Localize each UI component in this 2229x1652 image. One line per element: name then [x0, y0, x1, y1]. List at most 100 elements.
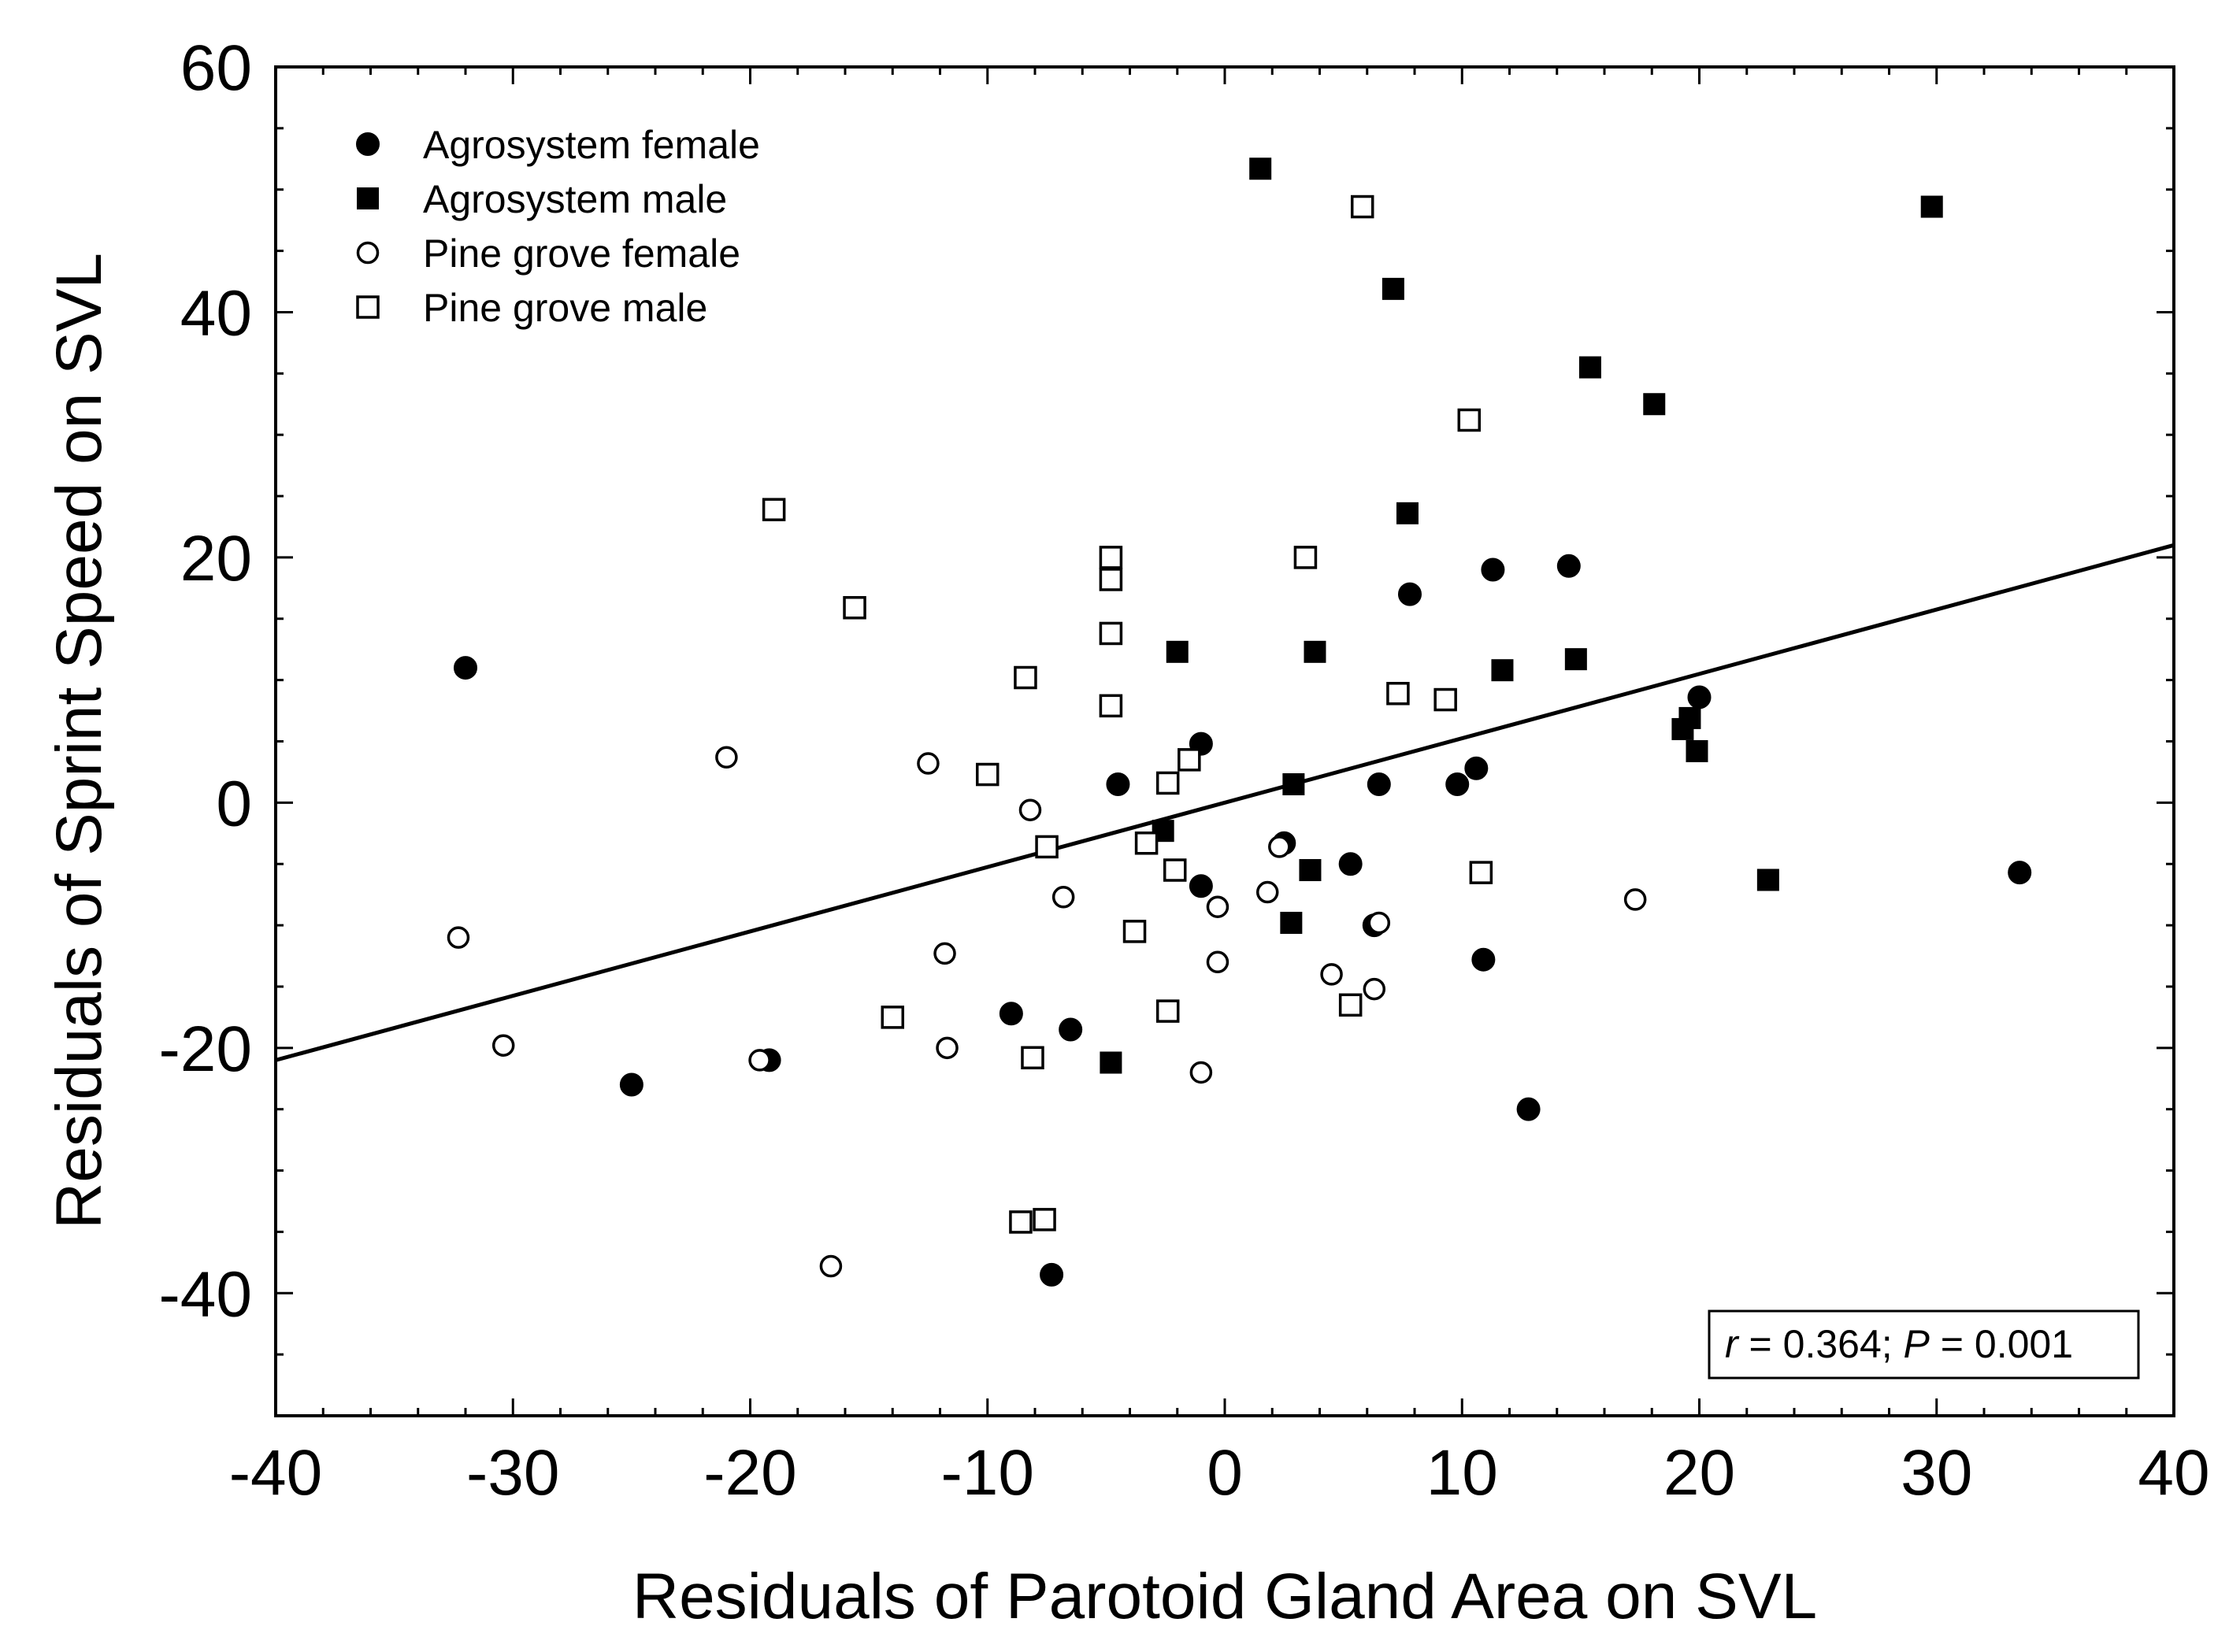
point-agrosystem-male [1756, 869, 1779, 891]
y-tick-label: 40 [180, 277, 252, 349]
point-pine-grove-male [1469, 861, 1493, 884]
point-agrosystem-male [1396, 502, 1419, 524]
point-pine-grove-female [715, 746, 738, 769]
point-agrosystem-male [1249, 157, 1272, 180]
point-agrosystem-male [1304, 640, 1326, 663]
point-pine-grove-male [1457, 408, 1482, 432]
point-agrosystem-male [1564, 648, 1587, 671]
point-pine-grove-female [1623, 888, 1647, 911]
point-pine-grove-male [1350, 194, 1374, 219]
point-pine-grove-male [1099, 621, 1123, 646]
x-tick-label: -30 [466, 1437, 560, 1509]
x-tick-label: 0 [1207, 1437, 1243, 1509]
legend-label-agrosystem-female: Agrosystem female [423, 123, 760, 167]
legend-label-agrosystem-male: Agrosystem male [423, 177, 727, 221]
point-pine-grove-male [1178, 748, 1201, 772]
point-agrosystem-female [999, 1002, 1023, 1026]
point-pine-grove-female [1268, 835, 1291, 858]
point-pine-grove-male [1155, 771, 1180, 795]
point-pine-grove-male [843, 596, 866, 620]
point-pine-grove-female [491, 1034, 515, 1057]
x-tick-label: -20 [703, 1437, 797, 1509]
point-pine-grove-male [1338, 993, 1363, 1017]
point-agrosystem-female [1367, 772, 1391, 797]
point-agrosystem-male [1578, 356, 1601, 379]
point-agrosystem-female [1481, 557, 1505, 582]
point-agrosystem-male [1299, 859, 1322, 882]
y-tick-label: 20 [180, 523, 252, 594]
point-pine-grove-male [762, 498, 786, 521]
point-pine-grove-male [1035, 835, 1059, 859]
point-pine-grove-male [1099, 546, 1123, 569]
point-pine-grove-male [1099, 694, 1123, 718]
point-agrosystem-female [1397, 582, 1422, 606]
x-tick-label: 30 [1901, 1437, 1972, 1509]
point-agrosystem-male [1280, 911, 1303, 934]
point-pine-grove-male [1021, 1046, 1044, 1070]
y-axis-title: Residuals of Sprint Speed on SVL [43, 253, 115, 1229]
legend-marker-agrosystem-male [357, 187, 379, 209]
stats-p-symbol: P [1904, 1322, 1930, 1366]
point-pine-grove-male [1122, 920, 1147, 943]
legend-marker-pine-grove-male [356, 295, 380, 319]
point-pine-grove-female [1320, 963, 1343, 986]
point-pine-grove-male [1099, 568, 1123, 591]
point-agrosystem-male [1678, 706, 1701, 729]
y-tick-label: -40 [158, 1258, 252, 1330]
point-pine-grove-male [1163, 858, 1187, 882]
point-agrosystem-female [1059, 1017, 1083, 1042]
point-agrosystem-female [1687, 685, 1712, 709]
point-agrosystem-female [1556, 554, 1581, 578]
point-agrosystem-female [1106, 772, 1130, 797]
point-pine-grove-male [881, 1006, 904, 1029]
point-pine-grove-male [1009, 1210, 1033, 1234]
point-pine-grove-female [1363, 977, 1386, 1001]
point-agrosystem-male [1686, 739, 1708, 762]
stats-r-value: = 0.364; [1738, 1322, 1904, 1366]
legend-marker-pine-grove-female [356, 241, 380, 265]
point-agrosystem-male [1643, 393, 1666, 416]
x-axis-title: Residuals of Parotoid Gland Area on SVL [632, 1561, 1817, 1632]
y-tick-label: 0 [216, 768, 252, 839]
stats-r-symbol: r [1725, 1322, 1740, 1366]
point-agrosystem-female [1464, 756, 1489, 780]
point-agrosystem-male [1166, 640, 1189, 663]
point-pine-grove-female [1206, 950, 1229, 974]
point-pine-grove-female [1255, 880, 1279, 904]
point-pine-grove-female [1189, 1061, 1213, 1084]
point-pine-grove-male [1033, 1208, 1056, 1232]
y-tick-label: 60 [180, 32, 252, 104]
stats-p-value: = 0.001 [1930, 1322, 2073, 1366]
regression-line [275, 543, 2175, 1062]
point-pine-grove-male [1386, 682, 1410, 706]
point-agrosystem-female [619, 1072, 643, 1097]
point-pine-grove-female [1051, 886, 1075, 909]
legend-label-pine-grove-female: Pine grove female [423, 232, 740, 276]
point-agrosystem-female [1471, 947, 1496, 972]
y-tick-label: -20 [158, 1013, 252, 1085]
point-agrosystem-female [2008, 861, 2032, 885]
point-agrosystem-male [1282, 773, 1305, 796]
stats-box [1708, 1309, 2140, 1380]
point-pine-grove-male [976, 762, 1000, 787]
point-agrosystem-female [1338, 852, 1363, 876]
x-tick-label: -10 [940, 1437, 1034, 1509]
point-agrosystem-female [1445, 772, 1470, 797]
point-pine-grove-female [917, 752, 940, 775]
point-pine-grove-female [748, 1049, 771, 1072]
point-agrosystem-female [1040, 1262, 1064, 1287]
point-pine-grove-male [1293, 546, 1318, 569]
point-pine-grove-female [819, 1254, 843, 1278]
point-agrosystem-female [1516, 1097, 1541, 1121]
point-pine-grove-female [1018, 798, 1042, 821]
point-pine-grove-female [936, 1036, 959, 1060]
point-agrosystem-male [1382, 277, 1404, 300]
point-agrosystem-male [1920, 195, 1943, 218]
x-tick-label: 10 [1426, 1437, 1498, 1509]
point-agrosystem-male [1491, 659, 1514, 682]
x-tick-label: 40 [2138, 1437, 2209, 1509]
point-agrosystem-female [1189, 874, 1213, 898]
point-pine-grove-male [1155, 999, 1180, 1023]
point-pine-grove-male [1134, 832, 1159, 855]
